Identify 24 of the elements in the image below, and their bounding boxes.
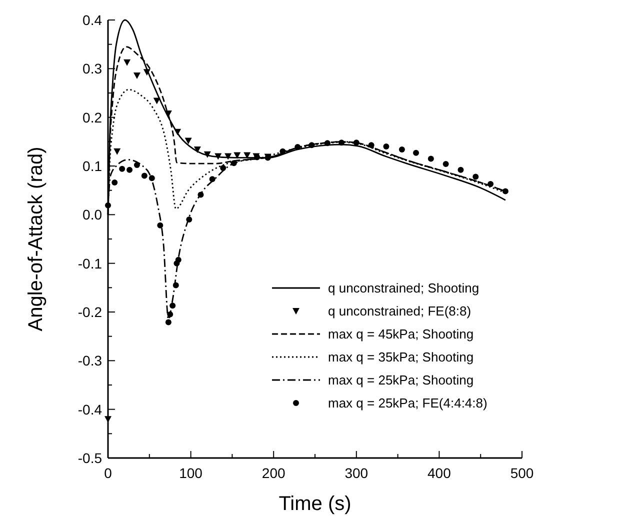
- y-tick-label: 0.0: [82, 206, 102, 223]
- y-tick-label: 0.4: [82, 12, 102, 28]
- x-tick-label: 400: [428, 465, 452, 481]
- legend-label: max q = 25kPa; Shooting: [328, 372, 474, 388]
- y-tick-label: -0.3: [78, 352, 102, 369]
- legend-label: max q = 35kPa; Shooting: [328, 350, 474, 364]
- legend-label: max q = 45kPa; Shooting: [328, 326, 474, 342]
- legend-label: max q = 25kPa; FE(4:4:4:8): [328, 396, 488, 410]
- y-tick-label: -0.1: [78, 255, 102, 272]
- x-tick-label: 0: [104, 465, 112, 481]
- y-tick-label: 0.1: [82, 158, 102, 174]
- x-tick-label: 100: [179, 465, 203, 481]
- y-axis-title: Angle-of-Attack (rad): [25, 146, 47, 332]
- y-tick-label: -0.5: [78, 450, 102, 466]
- y-tick-label: 0.2: [82, 109, 102, 126]
- legend-label: q unconstrained; FE(8:8): [328, 304, 472, 318]
- x-axis-title: Time (s): [278, 493, 352, 515]
- x-tick-label: 300: [344, 465, 368, 481]
- x-tick-label: 500: [510, 465, 534, 481]
- x-tick-label: 200: [262, 465, 286, 481]
- y-tick-label: 0.3: [82, 60, 102, 77]
- legend-label: q unconstrained; Shooting: [328, 280, 480, 296]
- y-tick-label: -0.2: [78, 304, 102, 320]
- y-tick-label: -0.4: [78, 401, 102, 418]
